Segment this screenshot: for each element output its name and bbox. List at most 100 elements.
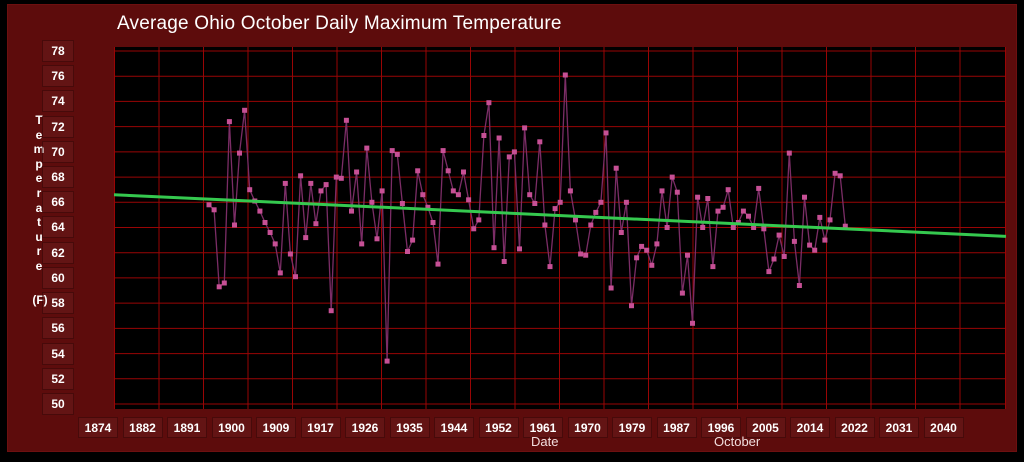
data-point-marker: [593, 209, 599, 215]
data-point-marker: [817, 214, 823, 220]
x-tick-label: 1987: [656, 417, 697, 438]
data-point-marker: [267, 230, 273, 235]
data-point-marker: [802, 194, 807, 200]
y-tick-label: 74: [42, 90, 74, 113]
x-axis-label: Date: [531, 434, 559, 449]
data-point-marker: [511, 149, 517, 155]
data-point-marker: [664, 225, 670, 230]
data-point-marker: [298, 173, 304, 179]
data-point-marker: [399, 201, 405, 206]
data-point-marker: [567, 188, 573, 194]
x-tick-label: 1944: [434, 417, 474, 438]
data-point-marker: [562, 72, 568, 78]
data-point-marker: [827, 217, 833, 223]
data-point-marker: [771, 256, 777, 262]
data-point-marker: [578, 251, 584, 257]
data-point-marker: [756, 185, 762, 191]
data-point-marker: [608, 285, 614, 291]
data-point-marker: [807, 242, 813, 248]
data-point-marker: [766, 269, 772, 275]
y-axis-unit-label: (F): [32, 293, 48, 307]
y-tick-label: 78: [42, 40, 74, 62]
data-point-marker: [354, 169, 360, 175]
data-point-marker: [832, 170, 838, 176]
data-point-marker: [206, 202, 212, 208]
trend-line: [114, 193, 1006, 238]
temperature-line-chart: [114, 47, 1006, 409]
data-point-marker: [318, 188, 324, 194]
data-point-marker: [359, 241, 365, 247]
data-point-marker: [379, 188, 385, 194]
data-point-marker: [232, 222, 237, 228]
data-point-marker: [450, 188, 456, 194]
data-point-marker: [822, 237, 828, 243]
data-point-marker: [786, 150, 792, 156]
y-tick-label: 64: [42, 216, 74, 239]
data-point-marker: [598, 199, 604, 205]
data-point-marker: [496, 135, 502, 141]
x-tick-label: 1979: [612, 417, 652, 438]
data-point-marker: [623, 199, 629, 205]
x-tick-label: 2031: [879, 417, 919, 438]
data-point-marker: [522, 125, 528, 131]
data-point-marker: [527, 192, 533, 198]
y-tick-label: 52: [42, 367, 74, 390]
x-tick-label: 1961: [523, 417, 563, 438]
data-point-marker: [338, 175, 344, 181]
data-point-marker: [476, 217, 482, 223]
data-point-marker: [613, 165, 619, 171]
data-point-marker: [659, 188, 665, 194]
data-point-marker: [461, 169, 466, 175]
data-point-marker: [440, 148, 446, 154]
data-point-marker: [410, 237, 416, 243]
data-point-marker: [837, 173, 843, 179]
data-point-marker: [328, 308, 334, 314]
data-point-marker: [639, 243, 645, 249]
y-tick-label: 50: [42, 392, 74, 415]
data-point-marker: [751, 225, 757, 230]
data-point-marker: [669, 174, 675, 180]
data-point-marker: [445, 168, 451, 174]
data-point-marker: [257, 208, 263, 214]
data-point-marker: [237, 150, 242, 156]
data-point-marker: [430, 220, 436, 225]
data-point-marker: [746, 213, 751, 219]
data-point-marker: [420, 192, 426, 198]
data-point-marker: [486, 100, 492, 106]
data-point-marker: [405, 249, 410, 254]
data-point-marker: [695, 194, 701, 200]
y-tick-label: 54: [42, 342, 74, 365]
data-point-marker: [455, 192, 461, 198]
data-point-marker: [730, 225, 736, 230]
data-point-marker: [272, 241, 278, 247]
data-point-marker: [603, 130, 609, 136]
y-tick-label: 66: [42, 191, 74, 214]
data-point-marker: [216, 284, 222, 290]
data-point-marker: [471, 226, 477, 232]
y-axis-title-letter: p: [35, 156, 43, 171]
x-tick-label: 1882: [122, 417, 163, 438]
data-point-marker: [343, 117, 349, 123]
x-tick-label: 1874: [78, 417, 118, 438]
y-tick-label: 72: [42, 115, 74, 138]
x-tick-label: 2014: [790, 417, 830, 438]
y-axis-title-letter: e: [35, 258, 43, 273]
y-tick-label: 56: [42, 317, 74, 340]
data-point-marker: [685, 252, 690, 258]
data-point-marker: [781, 254, 787, 259]
data-point-marker: [679, 290, 685, 296]
data-point-marker: [700, 225, 706, 230]
data-point-marker: [705, 196, 711, 201]
plot-area: [114, 47, 1006, 409]
data-point-marker: [791, 238, 797, 244]
data-point-marker: [629, 303, 634, 309]
data-point-marker: [506, 154, 512, 160]
data-point-marker: [303, 235, 309, 241]
data-point-marker: [394, 151, 400, 157]
data-point-marker: [466, 197, 472, 203]
data-point-marker: [491, 245, 497, 251]
x-tick-label: 1952: [478, 417, 519, 438]
data-point-marker: [277, 270, 283, 276]
data-point-marker: [552, 206, 558, 212]
data-point-marker: [435, 261, 441, 267]
